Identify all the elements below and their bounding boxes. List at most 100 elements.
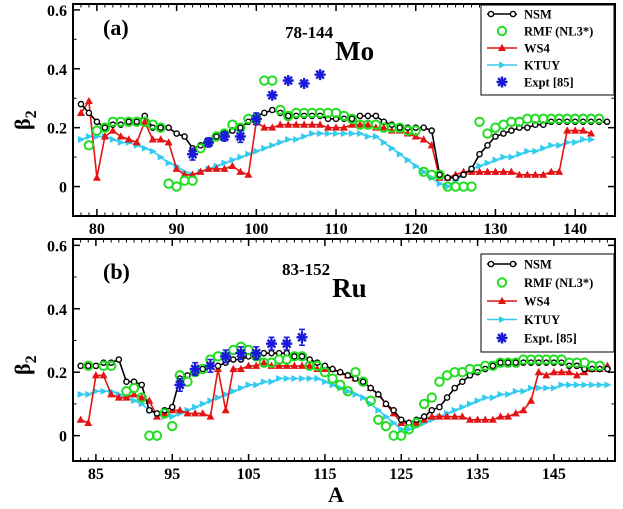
- panel-b-legend-item-expt: Expt. [85]: [496, 332, 577, 346]
- panel-b-ktuy-point: [558, 381, 566, 389]
- panel-b-ws4-point: [282, 361, 291, 369]
- panel-b-nsm-point: [199, 365, 207, 373]
- panel-b-nsm-point: [397, 416, 405, 424]
- panel-a-y-tick-label: 0: [59, 180, 67, 197]
- panel-b-expt-point: [250, 347, 262, 359]
- panel-b-ws4-point: [206, 412, 215, 420]
- panel-a-ws4-point: [244, 170, 253, 178]
- panel-a-legend-item-ws4: WS4: [487, 42, 550, 56]
- panel-a-expt-point: [282, 75, 294, 87]
- panel-a-nsm-point: [284, 112, 292, 120]
- panel-b-ktuy-point: [589, 381, 597, 389]
- panel-a-x-tick-label: 80: [89, 221, 105, 238]
- panel-a-ktuy-point: [388, 144, 396, 152]
- panel-b-legend-label-rmf: RMF (NL3*): [524, 276, 593, 290]
- panel-b-ws4-point: [496, 412, 505, 420]
- panel-a-ws4-point: [499, 167, 508, 175]
- panel-a-expt-point: [314, 69, 326, 81]
- panel-a-nsm-point: [436, 171, 443, 179]
- panel-a-ws4-point: [363, 120, 372, 128]
- panel-b-ktuy-point: [131, 397, 139, 405]
- panel-a-rmf-point: [171, 181, 182, 192]
- panel-a-legend-marker-ktuy: [499, 61, 506, 69]
- panel-b-nsm-point: [214, 362, 222, 370]
- panel-a-nsm-point: [468, 165, 475, 173]
- panel-b-rmf-point: [411, 417, 422, 429]
- panel-b-x-tick-label: 125: [389, 466, 413, 483]
- panel-b-rmf-point: [167, 420, 178, 432]
- panel-a-nsm-point: [260, 109, 268, 117]
- panel-b-ws4-point: [114, 393, 123, 401]
- panel-a-ws4-point: [292, 120, 301, 128]
- panel-b-rmf-point: [342, 386, 354, 397]
- panel-a-nsm-point: [372, 112, 380, 120]
- panel-a-ws4-point: [411, 132, 420, 140]
- panel-b-ws4-point: [275, 361, 284, 369]
- panel-a-ktuy-point: [420, 168, 428, 176]
- panel-b-x-tick-label: 135: [466, 466, 490, 483]
- panel-b-rmf-point: [396, 430, 407, 441]
- panel-a-ws4-point: [140, 117, 149, 125]
- panel-b-ktuy-point: [100, 387, 108, 395]
- panel-b-legend-item-nsm: NSM: [487, 258, 552, 272]
- panel-a-ws4-point: [355, 120, 364, 128]
- panel-a-ktuy-point: [364, 133, 372, 140]
- panel-b-ws4-point: [84, 418, 93, 426]
- panel-b-ktuy-point: [321, 378, 329, 386]
- panel-a-ktuy-point: [500, 153, 508, 161]
- panel-a-nsm-point: [125, 118, 133, 126]
- panel-a-rmf-point: [346, 113, 358, 125]
- panel-b-ktuy-point: [382, 413, 390, 421]
- panel-b-ws4-point: [198, 409, 207, 417]
- panel-b-ktuy-point: [192, 403, 200, 411]
- panel-b-plot-area: 85 95 105 115 125 135 145 0 0.2 0.4 0.6: [47, 238, 616, 483]
- panel-b-ws4-point: [519, 406, 528, 414]
- panel-b-x-tick-label: 105: [237, 466, 261, 483]
- panel-b-expt-point: [174, 379, 186, 391]
- panel-a-legend-label-expt: Expt [85]: [524, 76, 574, 90]
- panel-b-nsm-point: [336, 368, 344, 376]
- panel-b-rmf-point: [159, 408, 170, 419]
- panel-a-ktuy-point: [372, 133, 380, 140]
- panel-a-nucleus-range: 78-144: [285, 23, 334, 42]
- panel-a-nsm-point: [500, 130, 507, 137]
- panel-a-ws4-point: [483, 167, 492, 175]
- panel-b-ktuy-point: [497, 390, 505, 398]
- panel-b-expt-point: [265, 338, 277, 350]
- panel-a-nsm-point: [476, 150, 483, 158]
- panel-b-ktuy-point: [375, 406, 383, 414]
- panel-a-nsm-point: [420, 124, 428, 131]
- panel-b-rmf-point: [334, 379, 346, 391]
- panel-b-legend-label-expt: Expt. [85]: [524, 332, 577, 346]
- panel-b-ws4-point: [427, 412, 436, 420]
- panel-a-ktuy-point: [412, 162, 420, 170]
- panel-b-ktuy-point: [466, 400, 474, 408]
- panel-a-ws4-point: [427, 141, 436, 149]
- panel-a-ktuy-point: [508, 153, 516, 161]
- panel-a-y-tick-label: 0.4: [47, 62, 67, 79]
- panel-a-ws4-point: [204, 164, 213, 172]
- panel-a-x-tick-label: 140: [563, 221, 587, 238]
- panel-a-ws4-point: [236, 167, 245, 175]
- panel-b-ws4-point: [435, 412, 444, 420]
- panel-b-rmf-point: [434, 376, 445, 387]
- panel-b-rmf-point: [373, 414, 384, 425]
- panel-b-nsm-point: [459, 378, 466, 386]
- panel-b-nsm-point: [420, 413, 428, 420]
- panel-a-ws4-point: [284, 120, 293, 128]
- panel-a-ws4-point: [164, 138, 173, 146]
- panel-a-ws4-point: [475, 167, 484, 175]
- panel-b-x-tick-label: 95: [164, 466, 180, 483]
- panel-b-expt-point: [296, 331, 308, 343]
- panel-b-nsm-point: [138, 381, 146, 389]
- panel-a-ws4-point: [84, 96, 93, 105]
- panel-a-nsm-point: [157, 124, 164, 131]
- panel-a-legend-label-rmf: RMF (NL3*): [524, 25, 593, 39]
- panel-a-nsm-point: [213, 133, 220, 140]
- panel-b-ws4-point: [473, 415, 482, 423]
- panel-a-axes: 80 90 100 110 120 130 140 0 0.2 0.4 0.6: [47, 3, 616, 238]
- panel-a-ws4-point: [268, 123, 277, 131]
- panel-b-ktuy-point: [77, 390, 85, 398]
- panel-b-ktuy-point: [276, 375, 284, 383]
- panel-b-expt-point: [281, 338, 293, 350]
